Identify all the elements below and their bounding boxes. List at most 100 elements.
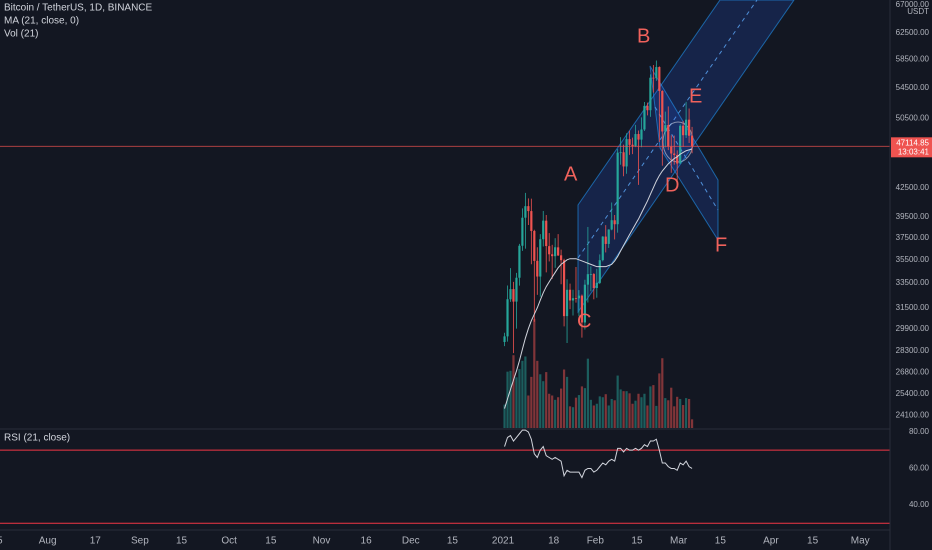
wave-label: A — [564, 163, 578, 185]
volume-bar — [625, 391, 628, 428]
volume-bar — [512, 355, 515, 428]
candle-body — [646, 105, 649, 111]
candle-body — [682, 125, 685, 136]
candle-body — [589, 274, 592, 275]
candle-body — [536, 260, 539, 277]
y-tick-label: 33500.00 — [896, 278, 930, 287]
candle-body — [673, 153, 676, 155]
candle-body — [601, 236, 604, 261]
y-tick-label: 50500.00 — [896, 114, 930, 123]
volume-bar — [613, 400, 616, 428]
volume-bar — [580, 386, 584, 428]
candle-body — [554, 247, 557, 257]
volume-bar — [655, 405, 658, 428]
volume-bar — [604, 394, 607, 428]
rsi-tick-label: 80.00 — [909, 427, 930, 436]
candle-body — [628, 139, 631, 145]
candle-body — [625, 139, 628, 167]
volume-legend: Vol (21) — [4, 29, 38, 40]
x-tick-label: Nov — [313, 536, 331, 547]
candle-body — [545, 220, 548, 247]
volume-bar — [533, 318, 536, 428]
volume-bar — [679, 398, 682, 428]
volume-bar — [583, 388, 587, 428]
volume-bar — [652, 385, 655, 428]
x-tick-label: May — [851, 536, 870, 547]
volume-bar — [622, 391, 625, 428]
candle-body — [527, 206, 530, 212]
currency: USDT — [907, 7, 929, 16]
x-tick-label: 15 — [0, 536, 3, 547]
x-tick-label: 15 — [176, 536, 188, 547]
volume-bar — [545, 372, 548, 428]
y-tick-label: 25400.00 — [896, 389, 930, 398]
volume-bar — [554, 399, 557, 428]
volume-bar — [610, 398, 613, 428]
candle-body — [643, 105, 646, 130]
bar-countdown: 13:03:41 — [898, 147, 930, 156]
volume-bar — [649, 386, 652, 428]
volume-bar — [574, 397, 578, 428]
last-price-tag — [891, 137, 932, 158]
time-axis: 15 Aug 17 Sep 15 Oct 15 Nov 16 Dec 15 2021 18 Feb 15 Ma… — [0, 536, 870, 547]
candle-body — [542, 220, 545, 240]
candle-body — [658, 67, 661, 91]
wave-label: F — [715, 234, 727, 256]
volume-bar — [559, 388, 563, 428]
volume-bar — [676, 396, 679, 428]
candle-body — [583, 284, 587, 323]
x-tick-label: 18 — [548, 536, 560, 547]
ma-legend: MA (21, close, 0) — [4, 16, 79, 27]
volume-bar — [595, 403, 598, 428]
x-tick-label: 15 — [715, 536, 727, 547]
volume-bar — [571, 407, 575, 428]
wave-label: D — [665, 174, 679, 196]
volume-bar — [646, 405, 649, 428]
candle-body — [661, 90, 664, 132]
parallel-channel — [649, 65, 719, 242]
y-tick-label: 24100.00 — [896, 410, 930, 419]
volume-bar — [515, 377, 518, 428]
price-axis: 67000.00 62500.00 58500.00 54500.00 50500.00… — [891, 0, 932, 509]
candle-body — [559, 255, 563, 261]
candle-body — [598, 260, 601, 283]
x-tick-label: 16 — [361, 536, 373, 547]
candle-body — [509, 289, 512, 300]
candle-body — [649, 77, 652, 111]
candle-body — [610, 220, 613, 230]
volume-bar — [539, 374, 542, 428]
candle-body — [616, 152, 619, 225]
candle-body — [503, 336, 506, 342]
candle-body — [539, 239, 542, 277]
volume-bar — [628, 393, 631, 428]
y-tick-label: 42500.00 — [896, 183, 930, 192]
candle-body — [655, 67, 658, 79]
volume-bar — [601, 397, 604, 428]
volume-bar — [548, 393, 551, 428]
volume-bar — [503, 404, 506, 428]
x-tick-label: 15 — [631, 536, 643, 547]
candle-body — [676, 155, 679, 164]
candle-body — [595, 282, 598, 288]
candle-body — [619, 152, 622, 154]
x-tick-label: 15 — [447, 536, 459, 547]
candle-body — [533, 230, 536, 261]
volume-bar — [565, 376, 569, 428]
x-tick-label: Dec — [402, 536, 420, 547]
candle-body — [518, 245, 521, 278]
wave-label: B — [637, 25, 650, 47]
volume-bar — [682, 405, 685, 428]
volume-bar — [685, 398, 688, 428]
x-tick-label: Oct — [221, 536, 237, 547]
volume-bar — [521, 360, 524, 428]
volume-bar — [607, 405, 610, 428]
wave-label: E — [689, 85, 702, 107]
y-tick-label: 37500.00 — [896, 233, 930, 242]
candle-body — [506, 299, 509, 337]
candle-body — [690, 135, 694, 147]
price-scale — [890, 0, 932, 550]
candle-body — [640, 129, 643, 140]
candle-body — [515, 277, 518, 302]
rsi-tick-label: 40.00 — [909, 500, 930, 509]
volume-bar — [527, 395, 530, 428]
